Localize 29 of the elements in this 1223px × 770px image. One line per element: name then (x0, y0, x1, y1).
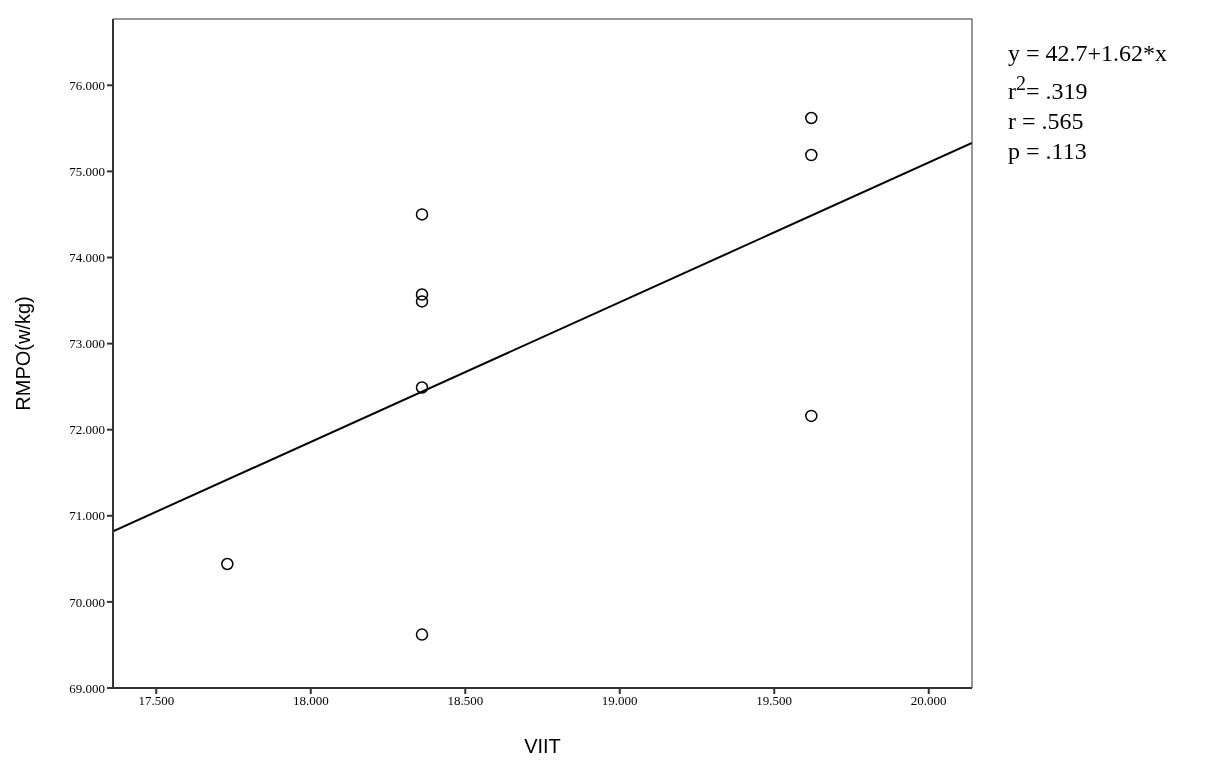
y-axis-title: RMPO(w/kg) (12, 296, 35, 411)
text: y = 42.7+1.62*x (1008, 39, 1168, 68)
x-tick-label: 17.500 (138, 693, 175, 709)
y-tick-label: 76.000 (69, 77, 105, 93)
text: r = .565 (1008, 107, 1085, 136)
x-tick-label: 20.000 (910, 693, 947, 709)
y-tick-label: 69.000 (69, 680, 105, 696)
point (805, 409, 818, 423)
text: r$^{2}$= .319 (1008, 71, 1089, 106)
point (805, 111, 818, 125)
y-tick-label: 70.000 (69, 594, 105, 610)
point (805, 148, 818, 162)
point (221, 557, 234, 571)
x-tick-label: 19.000 (601, 693, 638, 709)
point (415, 208, 429, 221)
point (415, 288, 429, 301)
x-axis-title: VIIT (524, 735, 561, 757)
y-tick-label: 75.000 (69, 164, 105, 180)
text: p = .113 (1008, 137, 1088, 166)
y-tick-label: 73.000 (69, 336, 105, 352)
point (415, 381, 429, 394)
point (415, 295, 429, 308)
x-tick-label: 18.000 (292, 693, 329, 709)
y-tick-label: 74.000 (69, 250, 105, 266)
y-tick-label: 71.000 (69, 508, 105, 524)
y-tick-label: 72.000 (69, 422, 105, 438)
x-tick-label: 18.500 (447, 693, 484, 709)
x-tick-label: 19.500 (756, 693, 793, 709)
point (415, 628, 429, 641)
